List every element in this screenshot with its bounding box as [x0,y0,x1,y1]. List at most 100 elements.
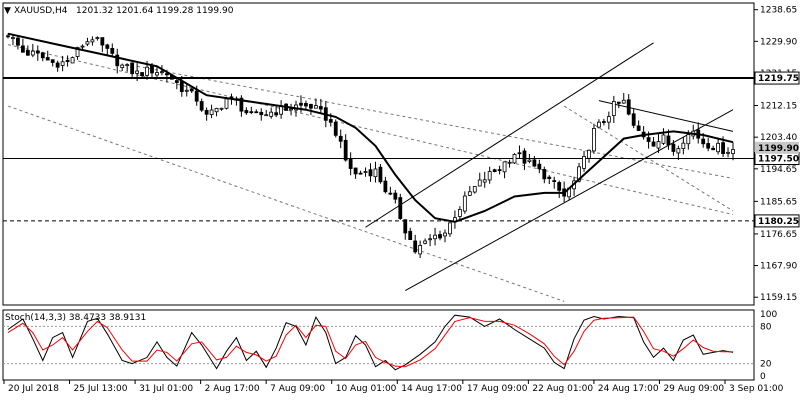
candle-body [433,234,437,240]
candle-body [423,240,428,244]
candle-body [616,101,621,104]
candle-body [6,35,10,38]
candle-body [35,50,40,54]
candle-body [428,238,432,241]
candle-body [299,102,303,106]
time-tick-label: 22 Aug 01:00 [532,384,593,394]
candle-body [25,49,30,56]
candle-body [348,158,353,169]
candle-body [80,45,85,48]
candle-body [383,180,388,193]
candle-body [462,195,467,212]
moving-average-line [7,32,734,223]
time-tick-label: 20 Jul 2018 [8,384,59,394]
candle-body [179,81,184,93]
candle-body [135,70,140,74]
candle-body [457,209,462,217]
candle-body [343,139,348,161]
price-tick-label: 1185.65 [760,197,797,207]
stoch-plot-frame [2,309,755,381]
candle-body [244,110,249,114]
candle-body [194,90,199,102]
level-label: 1197.50 [758,155,799,165]
candle-body [552,180,557,182]
time-tick-label: 29 Aug 09:00 [663,384,724,394]
candle-body [393,192,398,200]
current-price-box [755,141,799,154]
level-label: 1219.75 [758,74,799,84]
level-label-box [754,71,800,85]
candle-body [40,52,45,59]
candle-body [289,108,293,111]
time-tick-label: 25 Jul 13:00 [74,384,128,394]
candle-body [537,163,542,170]
candle-body [219,107,224,110]
resistance-line [598,100,734,132]
candle-body [30,50,35,56]
level-label: 1180.25 [758,217,799,227]
candle-body [587,149,591,159]
candle-body [676,148,681,154]
candle-body [125,64,130,67]
candle-body [363,171,368,173]
candle-body [378,166,383,183]
candle-body [353,167,358,175]
candle-body [403,219,408,234]
candle-body [686,134,691,145]
stoch-tick-label: 20 [760,360,772,370]
candle-body [716,142,721,153]
candle-body [726,151,730,154]
stoch-main-line [7,314,734,371]
candle-body [110,47,115,54]
ohlc-readout: 1201.32 1201.64 1199.28 1199.90 [76,6,234,16]
candle-body [313,105,318,109]
time-tick-label: 24 Aug 17:00 [598,384,659,394]
candle-body [656,141,661,149]
candle-body [701,138,706,145]
candle-body [408,230,413,241]
candle-body [20,45,25,53]
candle-body [259,111,264,116]
candle-body [65,60,70,63]
price-tick-label: 1212.15 [760,102,797,112]
candle-body [189,88,194,92]
price-tick-label: 1203.40 [760,133,797,143]
candle-body [542,169,547,180]
candle-body [651,141,656,147]
candle-body [557,182,562,191]
candle-body [467,191,472,196]
candle-body [239,97,244,112]
time-tick-label: 2 Aug 17:00 [205,384,260,394]
candle-body [95,37,100,39]
candle-body [333,121,338,136]
candle-body [418,245,423,255]
dotted-trendline [7,105,565,302]
candle-body [55,62,60,68]
candle-body [388,192,393,195]
candle-body [487,171,492,181]
price-tick-label: 1176.65 [760,230,797,240]
candle-body [304,103,308,107]
time-tick-label: 3 Sep 01:00 [729,384,784,394]
price-tick-label: 1159.15 [760,293,797,303]
candle-body [666,135,671,146]
candle-body [507,161,512,164]
price-tick-label: 1194.65 [760,165,797,175]
candle-body [309,103,313,109]
candle-body [145,66,149,76]
stoch-tick-label: 80 [760,322,772,332]
candle-body [328,119,333,123]
candle-body [472,186,477,193]
candle-body [130,62,135,75]
candle-body [269,111,274,117]
candle-body [358,172,363,175]
candle-body [661,134,666,144]
stoch-signal-line [7,316,733,368]
candle-body [597,121,601,128]
candle-body [592,127,596,152]
candle-body [522,150,527,164]
candle-body [60,61,65,66]
collapse-icon[interactable]: ▼ [4,6,11,16]
